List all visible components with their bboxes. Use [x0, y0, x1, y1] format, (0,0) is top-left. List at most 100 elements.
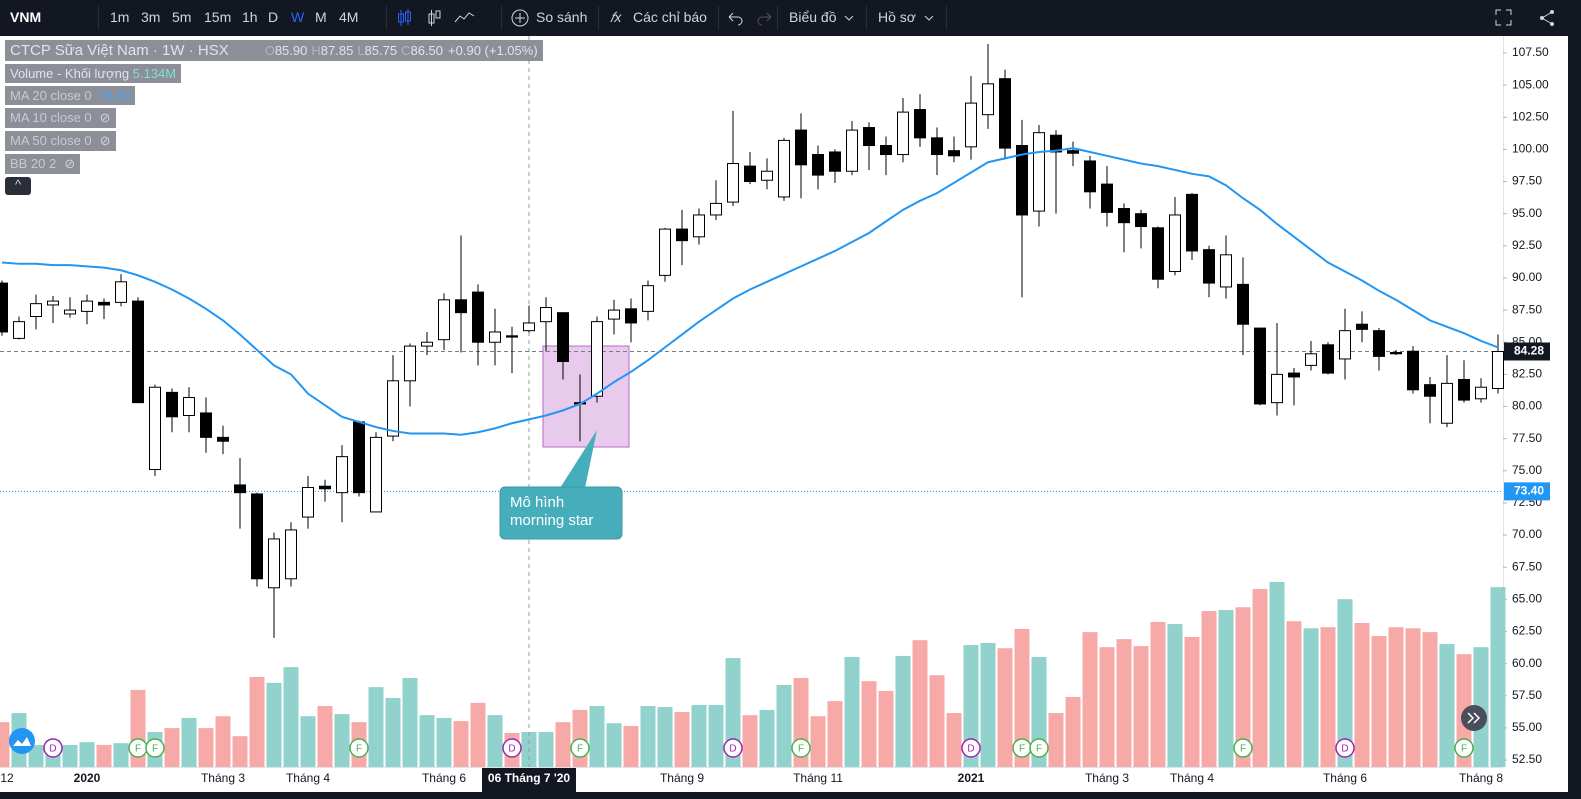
chart-type-icons[interactable] [397, 8, 477, 28]
y-tick-label: 52.50 [1512, 752, 1542, 766]
volume-bar [334, 714, 350, 767]
event-marker [502, 738, 522, 758]
event-label: D [49, 744, 56, 755]
candle-body [523, 322, 535, 332]
event-label: F [152, 744, 158, 755]
candle-body [404, 345, 416, 382]
event-marker [1335, 738, 1355, 758]
collapse-button[interactable]: ^ [5, 177, 31, 195]
candle-body [761, 170, 773, 181]
volume-bar [249, 676, 265, 767]
candle-body [370, 436, 382, 513]
price-label: 73.40 [1514, 484, 1544, 498]
indicators[interactable]: Các chỉ báo [633, 9, 707, 25]
volume-bar [1048, 713, 1064, 767]
interval[interactable]: W [291, 9, 305, 25]
candle-body [965, 102, 977, 148]
candle-body [1271, 373, 1283, 404]
volume-bar [657, 707, 673, 767]
candle-body [234, 484, 246, 494]
volume-bar [28, 744, 44, 767]
interval[interactable]: 15m [204, 9, 232, 25]
candle-body [829, 151, 841, 172]
candle-body [47, 300, 59, 306]
volume-bar [96, 744, 112, 767]
undo-redo[interactable] [725, 8, 775, 28]
candle-body [319, 485, 331, 490]
volume-bar [1405, 628, 1421, 767]
legend-symbol-row: CTCP Sữa Việt Nam · 1W · HSX O85.90 H87.85… [5, 40, 543, 61]
separator [98, 6, 99, 30]
symbol[interactable]: VNM [10, 9, 42, 25]
crosshair-label-bg [482, 768, 576, 792]
event-label: F [1461, 744, 1467, 755]
y-tick-label: 107.50 [1512, 45, 1549, 59]
scroll-icon [1467, 712, 1481, 724]
profile-menu[interactable]: Hồ sơ [878, 9, 916, 25]
x-tick-label: 2021 [958, 771, 985, 785]
legend-ohlc-key: O [264, 43, 275, 58]
event-label: D [729, 744, 736, 755]
candle-body [540, 307, 552, 323]
hidden-icon[interactable]: ⊘ [99, 110, 111, 125]
hidden-icon[interactable]: ⊘ [64, 156, 76, 171]
candle-body [30, 303, 42, 318]
legend-indicator-value: 79.00 [97, 88, 131, 103]
volume-bar [810, 716, 826, 767]
compare[interactable]: So sánh [536, 9, 588, 25]
volume-bar [62, 744, 78, 767]
candle-body [1458, 379, 1470, 401]
separator [946, 6, 947, 30]
hidden-icon[interactable]: ⊘ [99, 133, 111, 148]
candle-body [1356, 323, 1368, 330]
candle-body [1186, 193, 1198, 252]
legend-volume: Volume - Khối lượng [10, 66, 130, 81]
candle-body [472, 291, 484, 343]
event-label: D [508, 744, 515, 755]
volume-bar [674, 711, 690, 767]
event-marker [145, 738, 165, 758]
candle-body [591, 321, 603, 397]
interval[interactable]: 5m [172, 9, 192, 25]
volume-bar [419, 715, 435, 767]
chart-menu[interactable]: Biểu đồ [789, 9, 837, 25]
interval[interactable]: D [268, 9, 279, 25]
candle-body [1424, 384, 1436, 397]
volume-bar [708, 704, 724, 767]
candle-body [166, 391, 178, 418]
event-marker [1029, 738, 1049, 758]
x-tick-label: Tháng 6 [422, 771, 466, 785]
candle-body [1067, 150, 1079, 154]
candle-body [1475, 386, 1487, 400]
highlight-box [542, 345, 630, 448]
legend-indicator: MA 50 close 0 [10, 133, 92, 148]
candle-body [217, 436, 229, 442]
interval[interactable]: M [315, 9, 327, 25]
event-marker [723, 738, 743, 758]
volume-bar [1320, 627, 1336, 767]
volume-bar [997, 648, 1013, 767]
y-tick-label: 100.00 [1512, 142, 1549, 156]
price-label-bg [1504, 342, 1550, 361]
event-label: F [135, 744, 141, 755]
interval[interactable]: 3m [141, 9, 161, 25]
candle-body [880, 145, 892, 156]
fx-icon[interactable]: 𝑓x [610, 9, 622, 25]
candle-body [200, 412, 212, 438]
volume-bar [1337, 599, 1353, 767]
volume-bar [1201, 611, 1217, 767]
candle-body [81, 300, 93, 312]
candle-body [948, 150, 960, 157]
x-tick-label: 2020 [74, 771, 101, 785]
candle-body [302, 487, 314, 518]
volume-bar [0, 722, 10, 767]
volume-bar [1150, 621, 1166, 767]
right-icons[interactable] [1493, 7, 1573, 29]
interval[interactable]: 1m [110, 9, 130, 25]
volume-bar [929, 675, 945, 767]
interval[interactable]: 1h [242, 9, 258, 25]
y-tick-label: 60.00 [1512, 656, 1542, 670]
volume-bar [861, 681, 877, 767]
interval[interactable]: 4M [339, 9, 359, 25]
compare-icon[interactable] [510, 8, 530, 28]
